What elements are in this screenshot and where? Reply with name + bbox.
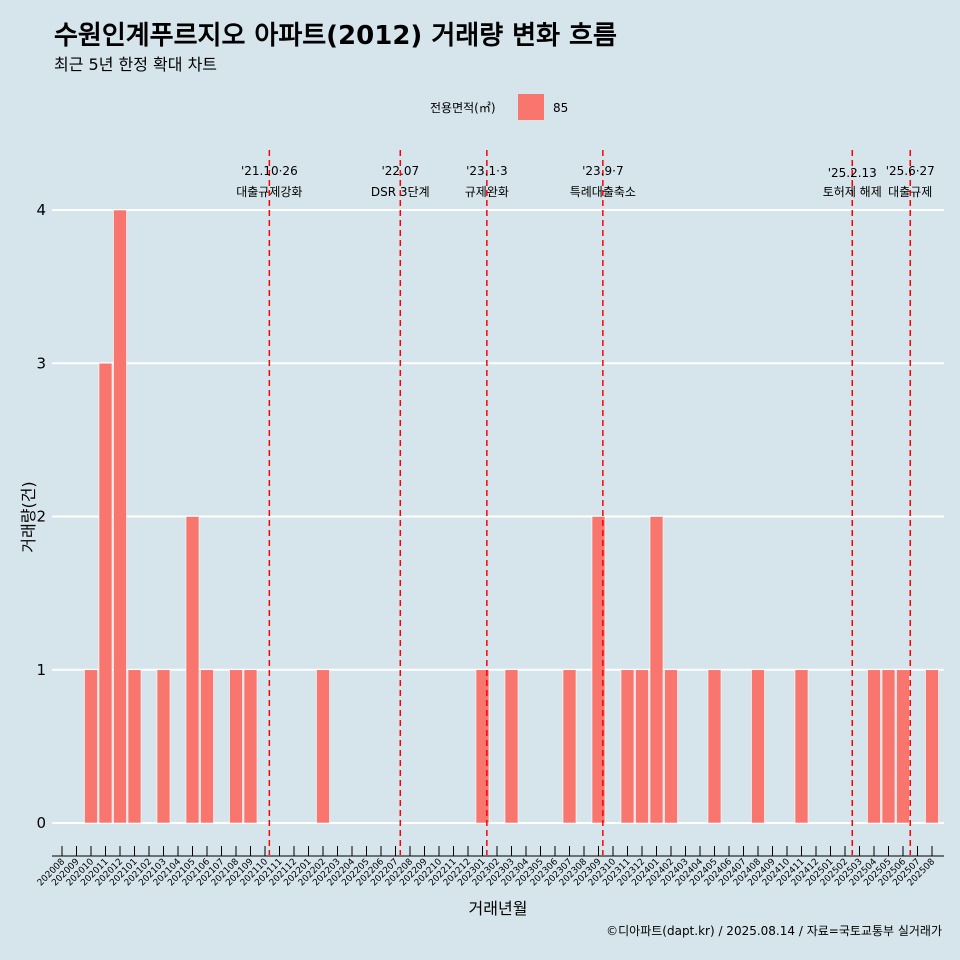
y-tick-label: 4: [36, 201, 46, 219]
bar-202408: [751, 669, 765, 824]
event-date: '22.07: [381, 164, 419, 178]
bar-202402: [664, 669, 678, 824]
bar-202405: [707, 669, 722, 824]
event-date: '25.2.13: [828, 166, 877, 180]
event-date: '21.10·26: [241, 164, 298, 178]
x-axis-title: 거래년월: [469, 899, 528, 918]
bar-202505: [881, 669, 896, 824]
bar-202401: [649, 516, 664, 824]
bar-202411: [794, 669, 809, 824]
source-caption: ©디아파트(dapt.kr) / 2025.08.14 / 자료=국토교통부 실…: [606, 924, 942, 938]
bar-202506: [896, 669, 910, 824]
chart-title: 수원인계푸르지오 아파트(2012) 거래량 변화 흐름: [54, 21, 617, 51]
annotations: '21.10·26 대출규제강화 '22.07 DSR 3단계 '23.1·3 규제완화 '…: [236, 150, 935, 855]
bar-202508: [925, 669, 939, 824]
x-axis: 2020082020092020102020112020122021012021…: [36, 846, 944, 888]
legend-swatch: [518, 94, 544, 120]
event-date: '25.6·27: [886, 164, 935, 178]
bar-202311: [620, 669, 635, 824]
legend-label: 85: [553, 101, 568, 115]
event-date: '23.1·3: [466, 164, 507, 178]
event-label: DSR 3단계: [371, 185, 430, 199]
y-axis-title: 거래량(건): [19, 481, 38, 552]
bar-202303: [504, 669, 519, 824]
event-label: 토허제 해제: [823, 185, 882, 199]
event-label: 특례대출축소: [570, 185, 636, 199]
bar-202011: [98, 362, 113, 824]
bar-202108: [229, 669, 243, 824]
bar-202106: [200, 669, 214, 824]
y-tick-label: 2: [36, 508, 46, 526]
chart-subtitle: 최근 5년 한정 확대 차트: [54, 55, 217, 74]
bar-202312: [635, 669, 649, 824]
legend-title: 전용면적(㎡): [430, 101, 496, 115]
event-label: 대출규제강화: [236, 185, 302, 199]
legend: 전용면적(㎡) 85: [430, 94, 568, 120]
bars: [84, 209, 939, 824]
y-tick-label: 3: [36, 354, 46, 372]
y-tick-label: 0: [36, 814, 46, 832]
bar-202010: [84, 669, 98, 824]
bar-202109: [243, 669, 258, 824]
bar-202012: [113, 209, 127, 824]
y-tick-label: 1: [36, 661, 46, 679]
event-label: 대출규제: [888, 185, 932, 199]
event-date: '23.9·7: [582, 164, 623, 178]
bar-202309: [591, 516, 606, 824]
bar-202103: [156, 669, 171, 824]
y-axis: 0 1 2 3 4: [36, 201, 46, 832]
bar-202101: [127, 669, 142, 824]
bar-202504: [867, 669, 881, 824]
bar-202301: [475, 669, 490, 824]
bar-202105: [185, 516, 200, 824]
bar-202307: [562, 669, 577, 824]
bar-202202: [316, 669, 330, 824]
event-label: 규제완화: [465, 185, 509, 199]
